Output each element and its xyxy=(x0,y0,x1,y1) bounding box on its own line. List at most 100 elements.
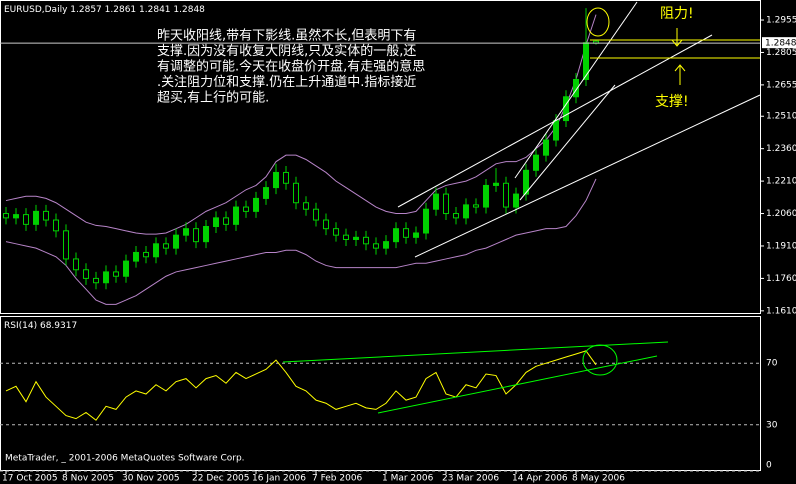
candle-body xyxy=(103,271,109,284)
candle-body xyxy=(63,230,69,260)
x-tick-label: 16 Jan 2006 xyxy=(252,474,306,484)
candle-body xyxy=(213,217,219,228)
candle-body xyxy=(503,182,509,208)
candle-body xyxy=(583,42,589,80)
candle-body xyxy=(313,208,319,221)
candle-body xyxy=(243,206,249,212)
candle-body xyxy=(153,243,159,258)
trend-line xyxy=(414,94,761,258)
annotation-text: 支撑.因为没有收复大阴线,只及实体的一般,还 xyxy=(157,43,416,59)
candle-body xyxy=(263,187,269,199)
candle-body xyxy=(33,210,39,225)
candle-body xyxy=(393,228,399,243)
candle-body xyxy=(43,210,49,221)
arrow-down xyxy=(671,28,683,47)
rsi-title: RSI(14) xyxy=(4,321,37,331)
candle-body xyxy=(163,243,169,249)
close-value: 1.2848 xyxy=(173,5,205,15)
y-tick-label: 1.1760 xyxy=(766,274,796,284)
candle-body xyxy=(233,206,239,225)
candle-body xyxy=(443,193,449,215)
candle-body xyxy=(533,154,539,171)
annotation-text: 超买,有上行的可能. xyxy=(157,90,269,106)
candle-body xyxy=(483,184,489,208)
support-label: 支撑! xyxy=(655,94,689,110)
candle-body xyxy=(523,169,529,195)
trend-line xyxy=(519,84,616,201)
candle-body xyxy=(573,78,579,98)
candle-body xyxy=(133,251,139,262)
x-tick-label: 14 Apr 2006 xyxy=(512,474,568,484)
y-tick-label: 1.2210 xyxy=(766,177,796,187)
bollinger-band xyxy=(5,178,597,305)
y-tick-label: 1.2955 xyxy=(766,16,796,26)
trend-line xyxy=(514,1,638,179)
candle-body xyxy=(203,226,209,243)
candle-body xyxy=(273,171,279,189)
candle-body xyxy=(343,234,349,240)
x-tick-label: 8 Nov 2005 xyxy=(62,474,114,484)
x-tick-label: 22 Dec 2005 xyxy=(192,474,250,484)
y-tick-label: 1.1910 xyxy=(766,241,796,251)
rsi-trend-line xyxy=(377,355,658,414)
candle-body xyxy=(223,217,229,225)
high-value: 1.2861 xyxy=(105,5,137,15)
candle-body xyxy=(303,202,309,210)
candle-body xyxy=(183,228,189,236)
y-tick-label: 1.2060 xyxy=(766,209,796,219)
footer: MetaTrader, _ 2001-2006 MetaQuotes Softw… xyxy=(5,454,245,464)
y-tick-label: 1.2655 xyxy=(766,80,796,90)
x-tick-label: 30 Nov 2005 xyxy=(122,474,180,484)
x-tick-label: 8 May 2006 xyxy=(572,474,625,484)
highlight-circle xyxy=(586,7,610,37)
x-tick-label: 17 Oct 2005 xyxy=(2,474,58,484)
candle-body xyxy=(123,260,129,277)
trend-lines xyxy=(397,1,761,258)
rsi-value: 68.9317 xyxy=(40,321,77,331)
y-tick-label: 1.2360 xyxy=(766,144,796,154)
symbol: EURUSD,Daily xyxy=(4,5,68,15)
candle-body xyxy=(423,208,429,234)
candle-body xyxy=(363,236,369,245)
candle-body xyxy=(13,214,19,219)
candle-body xyxy=(53,219,59,232)
candle-body xyxy=(433,193,439,210)
candle-body xyxy=(563,96,569,122)
candle-body xyxy=(283,171,289,184)
x-tick-label: 7 Feb 2006 xyxy=(312,474,363,484)
candle-body xyxy=(323,219,329,230)
candle-body xyxy=(93,277,99,284)
y-tick-label: 30 xyxy=(766,420,778,430)
candle-body xyxy=(463,204,469,219)
candle-body xyxy=(383,241,389,249)
rsi-line xyxy=(5,350,597,421)
open-value: 1.2857 xyxy=(70,5,102,15)
annotation-text: 昨天收阳线,带有下影线.虽然不长,但表明下有 xyxy=(157,28,416,44)
price-label: 1.2848 xyxy=(765,39,796,49)
candle-body xyxy=(83,269,89,279)
y-tick-label: 1.2805 xyxy=(766,48,796,58)
price-box xyxy=(762,37,796,49)
candle-body xyxy=(193,228,199,243)
y-tick-label: 70 xyxy=(766,359,778,369)
candle-body xyxy=(333,228,339,236)
low-value: 1.2841 xyxy=(139,5,171,15)
candle-body xyxy=(253,197,259,212)
candle-body xyxy=(73,258,79,271)
rsi-header: RSI(14) 68.9317 xyxy=(4,321,77,331)
annotation-text: .关注阻力位和支撑.仍在上升通道中.指标接近 xyxy=(157,74,416,90)
candle-body xyxy=(453,213,459,219)
candle-body xyxy=(173,234,179,249)
bollinger-band xyxy=(5,14,597,235)
candle-body xyxy=(413,232,419,238)
rsi-plot: 70 30 0 xyxy=(0,350,778,472)
resistance-label: 阻力! xyxy=(660,6,694,22)
y-tick-label: 0 xyxy=(766,461,772,471)
main-panel xyxy=(0,0,761,314)
candle-body xyxy=(143,251,149,258)
candle-body xyxy=(473,204,479,208)
candle-body xyxy=(293,182,299,204)
candle-body xyxy=(493,182,499,186)
x-tick-label: 1 Mar 2006 xyxy=(382,474,434,484)
